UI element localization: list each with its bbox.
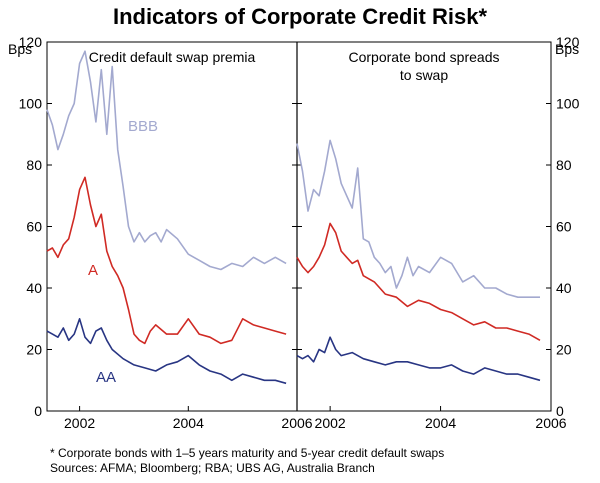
sources-note: Sources: AFMA; Bloomberg; RBA; UBS AG, A… <box>50 461 375 475</box>
y-tick-label-right: 20 <box>556 342 572 358</box>
chart-title: Indicators of Corporate Credit Risk* <box>112 4 488 29</box>
y-tick-label-right: 40 <box>556 280 572 296</box>
series-line-aa-cds <box>46 317 287 385</box>
x-tick-label: 2006 <box>535 415 566 431</box>
x-tick-label: 2006 <box>281 415 312 431</box>
x-tick-label: 2002 <box>64 415 95 431</box>
y-tick-label-right: 0 <box>556 403 564 419</box>
footnote: * Corporate bonds with 1–5 years maturit… <box>50 446 445 460</box>
y-tick-label-left: 60 <box>26 219 42 235</box>
series-line-bbb-bond <box>296 139 540 299</box>
x-tick-label: 2004 <box>425 415 456 431</box>
panel-title: to swap <box>400 67 448 83</box>
series-line-aa-bond <box>296 336 541 382</box>
y-axis-label-left: Bps <box>8 41 32 57</box>
y-tick-label-left: 100 <box>19 96 43 112</box>
y-tick-label-right: 120 <box>556 34 580 50</box>
series-line-a-bond <box>296 222 541 341</box>
y-tick-label-left: 20 <box>26 342 42 358</box>
series-label-aa: AA <box>96 369 116 386</box>
series-line-bbb-cds <box>46 50 287 271</box>
y-axis-label-right: Bps <box>555 41 579 57</box>
y-tick-label-left: 0 <box>34 403 42 419</box>
x-tick-label: 2004 <box>173 415 204 431</box>
y-tick-label-left: 80 <box>26 157 42 173</box>
y-tick-label-left: 40 <box>26 280 42 296</box>
panel-title: Corporate bond spreads <box>349 49 500 65</box>
series-line-a-cds <box>46 176 287 345</box>
y-tick-label-right: 80 <box>556 157 572 173</box>
y-tick-label-left: 120 <box>19 34 43 50</box>
series-label-bbb: BBB <box>128 118 158 135</box>
series-label-a: A <box>88 262 98 279</box>
y-tick-label-right: 60 <box>556 219 572 235</box>
panel-title: Credit default swap premia <box>89 49 256 65</box>
x-tick-label: 2002 <box>315 415 346 431</box>
y-tick-label-right: 100 <box>556 96 580 112</box>
